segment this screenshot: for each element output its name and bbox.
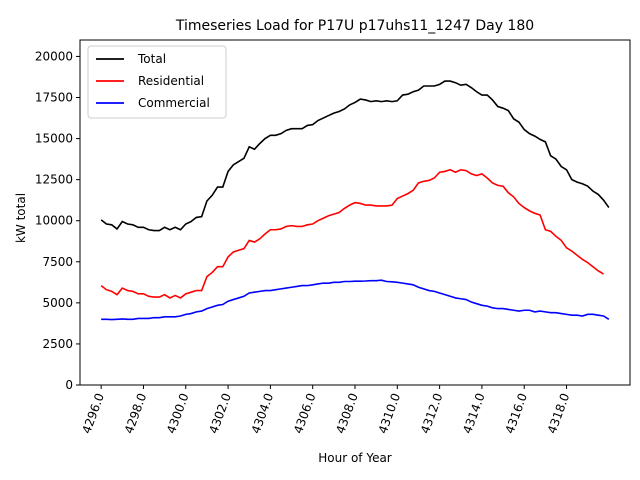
y-tick-label: 2500	[42, 337, 73, 351]
legend-label-commercial: Commercial	[138, 96, 210, 110]
x-tick-label: 4306.0	[291, 391, 319, 435]
y-tick-label: 12500	[35, 173, 73, 187]
series-line-total	[100, 80, 610, 232]
series-line-residential	[100, 168, 604, 299]
x-tick-label: 4318.0	[545, 391, 573, 435]
chart-title: Timeseries Load for P17U p17uhs11_1247 D…	[175, 18, 534, 34]
y-tick-label: 15000	[35, 132, 73, 146]
legend-box	[87, 45, 227, 119]
y-tick-label: 17500	[35, 91, 73, 105]
x-tick-label: 4308.0	[333, 391, 361, 435]
y-axis-label: kW total	[14, 193, 28, 243]
series-line-commercial	[101, 279, 610, 321]
y-tick-label: 5000	[42, 296, 73, 310]
x-tick-label: 4300.0	[164, 391, 192, 435]
x-axis-ticks: 4296.0 4298.0 4300.0 4302.0 4304.0 4306.0 4308…	[79, 385, 572, 435]
x-tick-label: 4314.0	[460, 391, 488, 435]
y-axis-ticks: 0 2500 5000 7500 10000 12500 15000 17500 20000	[35, 49, 80, 392]
y-tick-label: 20000	[35, 49, 73, 63]
y-tick-label: 10000	[35, 214, 73, 228]
legend: Total Residential Commercial	[87, 45, 227, 119]
y-tick-label: 7500	[42, 255, 73, 269]
x-tick-label: 4302.0	[206, 391, 234, 435]
legend-label-total: Total	[137, 52, 166, 66]
x-tick-label: 4296.0	[79, 391, 107, 435]
x-tick-label: 4310.0	[376, 391, 404, 435]
x-tick-label: 4304.0	[249, 391, 277, 435]
x-axis-label: Hour of Year	[318, 451, 392, 465]
y-tick-label: 0	[65, 378, 73, 392]
series-group	[100, 80, 610, 321]
x-tick-label: 4316.0	[503, 391, 531, 435]
legend-label-residential: Residential	[138, 74, 204, 88]
x-tick-label: 4312.0	[418, 391, 446, 435]
x-tick-label: 4298.0	[122, 391, 150, 435]
